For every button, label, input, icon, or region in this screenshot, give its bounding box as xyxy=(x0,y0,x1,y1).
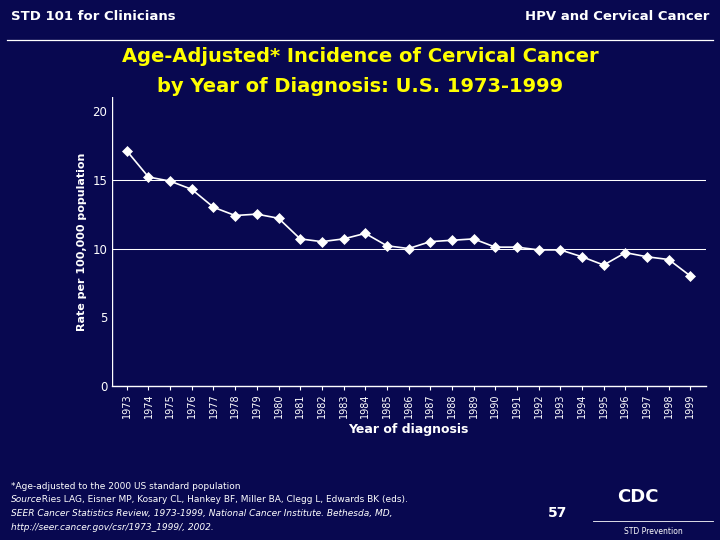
Y-axis label: Rate per 100,000 population: Rate per 100,000 population xyxy=(77,152,87,331)
Text: HPV and Cervical Cancer: HPV and Cervical Cancer xyxy=(525,10,709,23)
X-axis label: Year of diagnosis: Year of diagnosis xyxy=(348,423,469,436)
Text: http://seer.cancer.gov/csr/1973_1999/, 2002.: http://seer.cancer.gov/csr/1973_1999/, 2… xyxy=(11,523,214,531)
Text: SEER Cancer Statistics Review, 1973-1999, National Cancer Institute. Bethesda, M: SEER Cancer Statistics Review, 1973-1999… xyxy=(11,509,392,518)
Text: Age-Adjusted* Incidence of Cervical Cancer: Age-Adjusted* Incidence of Cervical Canc… xyxy=(122,47,598,66)
Text: : Ries LAG, Eisner MP, Kosary CL, Hankey BF, Miller BA, Clegg L, Edwards BK (eds: : Ries LAG, Eisner MP, Kosary CL, Hankey… xyxy=(36,495,408,504)
Text: *Age-adjusted to the 2000 US standard population: *Age-adjusted to the 2000 US standard po… xyxy=(11,482,240,491)
Text: CDC: CDC xyxy=(616,488,658,505)
Text: STD 101 for Clinicians: STD 101 for Clinicians xyxy=(11,10,176,23)
Text: Source: Source xyxy=(11,495,42,504)
Text: 57: 57 xyxy=(549,506,567,520)
Text: by Year of Diagnosis: U.S. 1973-1999: by Year of Diagnosis: U.S. 1973-1999 xyxy=(157,78,563,97)
Text: STD Prevention: STD Prevention xyxy=(624,528,683,536)
